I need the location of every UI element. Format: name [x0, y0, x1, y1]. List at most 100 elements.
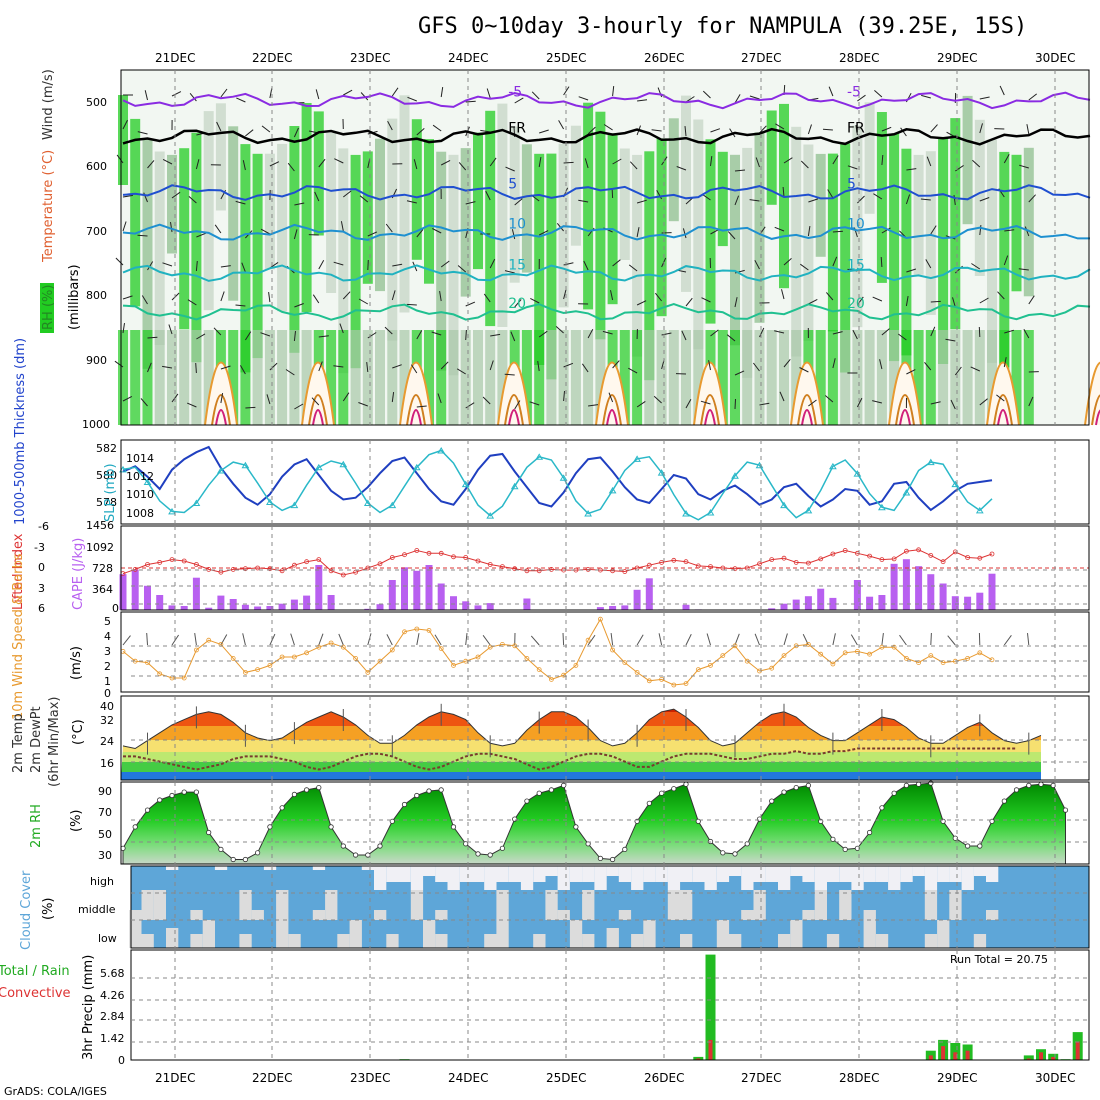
- mid-cloud-gap: [839, 890, 852, 920]
- wind-barb: [930, 124, 938, 133]
- li-point: [487, 562, 493, 567]
- rh-shade: [693, 330, 704, 425]
- credit-label: GrADS: COLA/IGES: [4, 1085, 107, 1098]
- li-point: [891, 556, 897, 562]
- cape-bar: [621, 605, 629, 610]
- li-point: [904, 548, 909, 554]
- high-cloud-gap: [716, 866, 730, 882]
- wind-barb: [953, 195, 956, 206]
- mid-cloud-gap: [667, 890, 681, 920]
- slp-point: [902, 489, 911, 496]
- wind-barb: [588, 404, 599, 407]
- high-cloud-gap: [484, 866, 497, 890]
- li-point: [536, 568, 542, 574]
- slp-point: [926, 458, 935, 466]
- wind-barb: [387, 120, 393, 131]
- high-cloud-gap: [557, 866, 570, 890]
- wind-barb: [874, 90, 883, 98]
- rh-shade: [754, 132, 765, 323]
- rh-shade: [130, 330, 141, 425]
- slp-point: [412, 463, 421, 471]
- wind-barb: [629, 161, 638, 170]
- wind-barb: [457, 265, 467, 273]
- wind-barb: [857, 94, 866, 102]
- li-point: [928, 553, 934, 558]
- wind-barb: [799, 367, 809, 373]
- upper-air-panel: -5 -5 FR FR 5 5 10 10 15 15 20 20 500 600 700 800 9…: [40, 69, 1100, 431]
- wind-point: [451, 663, 456, 668]
- high-cloud-gap: [704, 866, 717, 890]
- surface-wind-barb: [783, 633, 788, 646]
- rh-point: [377, 843, 383, 849]
- convective-bar: [1039, 1052, 1043, 1060]
- wind-barb: [440, 159, 451, 166]
- wind-barb: [171, 91, 182, 97]
- surface-wind-barb: [881, 633, 884, 646]
- wind-barb: [465, 329, 467, 341]
- wind-barb: [122, 194, 133, 198]
- wind-barb: [147, 362, 152, 373]
- lifted-index-axis-label: Lifted Index: [11, 533, 26, 610]
- cloud-gaps: [129, 866, 999, 948]
- li-point: [279, 568, 285, 574]
- date-label: 26DEC: [644, 1071, 684, 1085]
- wind-barbs: [114, 84, 1039, 410]
- wind-axis-label: 10m Wind Speed & Barbs: [11, 553, 26, 720]
- slp-point: [339, 460, 348, 468]
- high-cloud-gap: [667, 866, 681, 890]
- rh-point: [267, 824, 273, 830]
- wind-barb: [581, 363, 589, 373]
- surface-wind-barb: [706, 633, 711, 646]
- wind-barb: [979, 398, 988, 406]
- wind-barb: [367, 231, 378, 237]
- slp-point: [584, 510, 592, 517]
- boundary-layer-contour: [899, 409, 911, 426]
- wind-barb: [979, 197, 990, 202]
- rh-shade: [779, 330, 789, 425]
- wind-point: [316, 644, 322, 650]
- rh-shade: [754, 330, 765, 425]
- wind-barb: [465, 201, 476, 205]
- wind-point: [561, 672, 566, 678]
- convective-bar: [953, 1052, 958, 1060]
- wind-point: [193, 647, 199, 653]
- wind-barb: [603, 124, 613, 131]
- cape-bar: [303, 595, 311, 610]
- slp-point: [510, 482, 519, 490]
- rh-point: [720, 850, 726, 856]
- isotherm-line: [122, 303, 1091, 321]
- rh-point: [781, 789, 787, 795]
- wind-barb: [612, 86, 615, 97]
- rh-point: [805, 782, 812, 789]
- high-cloud-gap: [520, 866, 534, 890]
- wind-barb: [1018, 268, 1029, 271]
- wind-barb: [971, 263, 981, 270]
- wind-barb: [808, 298, 818, 305]
- li-point: [940, 559, 946, 565]
- low-cloud-gap: [533, 934, 546, 948]
- slp-point: [951, 480, 960, 488]
- wind-barb: [950, 399, 956, 410]
- wind-point: [781, 653, 787, 658]
- surface-wind-barb: [587, 634, 596, 646]
- wind-barb: [392, 263, 403, 267]
- li-point: [622, 569, 628, 574]
- cape-bar: [486, 603, 494, 610]
- surface-wind-barb: [465, 633, 468, 646]
- surface-wind-barb: [482, 635, 491, 646]
- low-cloud-gap: [239, 934, 252, 948]
- date-label: 24DEC: [448, 1071, 488, 1085]
- wind-barb: [782, 186, 785, 198]
- slp-point: [217, 467, 225, 474]
- high-cloud-gap: [423, 866, 436, 876]
- rh-point: [181, 789, 187, 795]
- wind-barb: [920, 198, 931, 201]
- li-point: [842, 548, 848, 553]
- low-cloud-gap: [716, 920, 730, 948]
- rh-shade: [1023, 330, 1034, 425]
- boundary-layer-contour: [993, 394, 1013, 426]
- wind-barb: [612, 259, 621, 267]
- wind-point: [291, 654, 297, 660]
- rh-point: [903, 782, 910, 789]
- cloud-level-label: middle: [78, 903, 116, 916]
